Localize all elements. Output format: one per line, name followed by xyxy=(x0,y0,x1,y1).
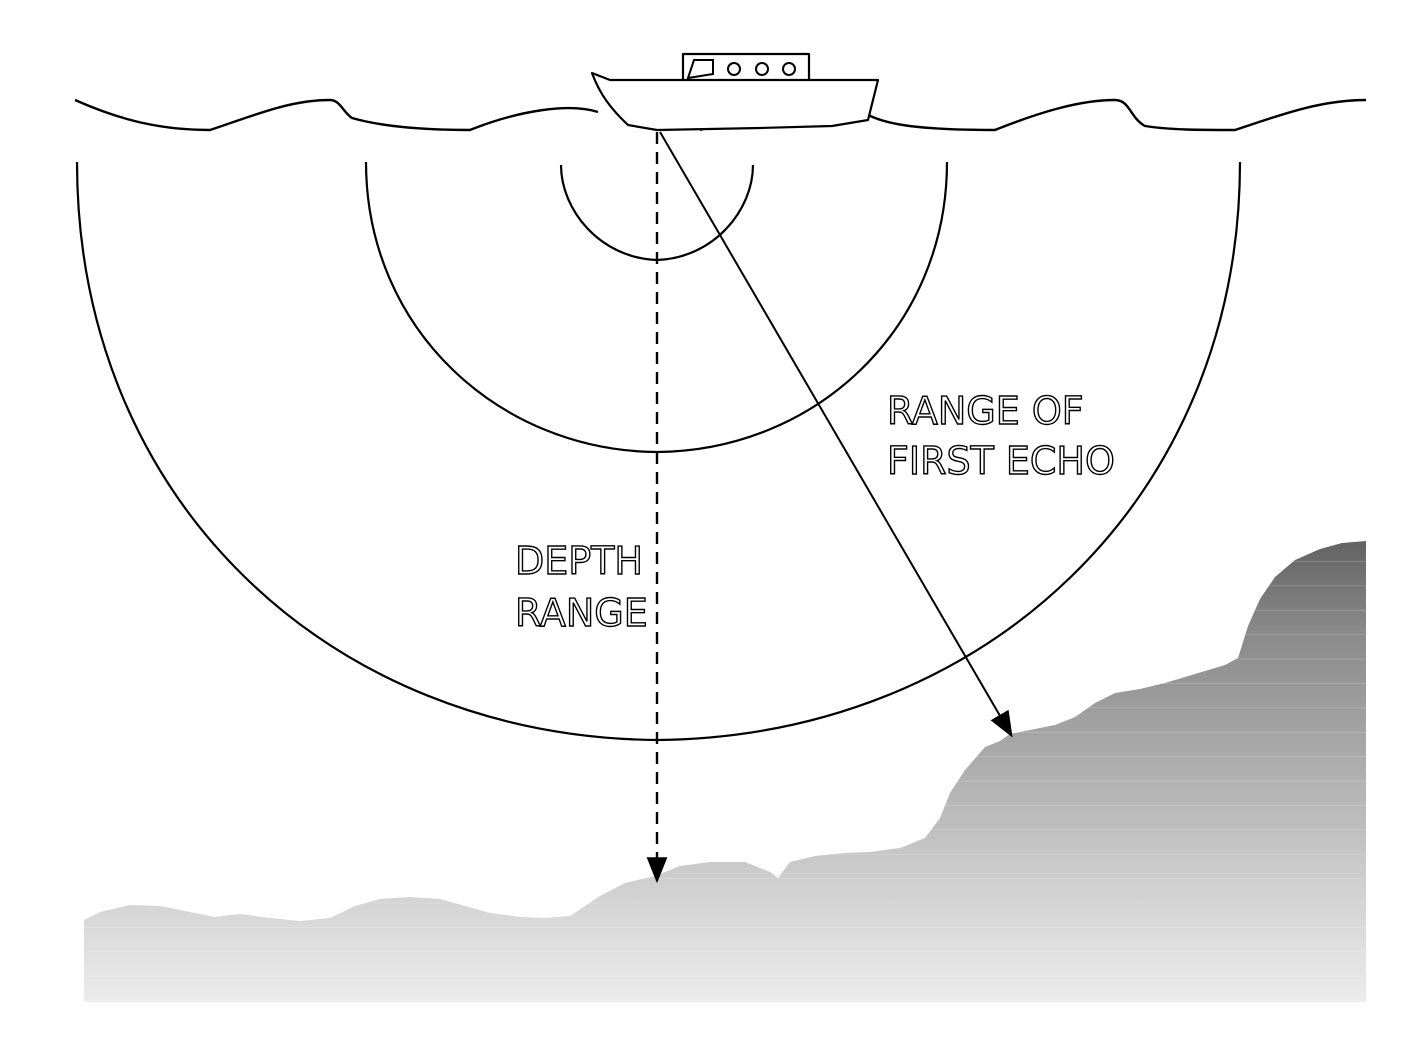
depth-range-label-line2: RANGE xyxy=(515,591,648,635)
seabed xyxy=(84,541,1366,1002)
porthole-icon xyxy=(782,62,796,76)
porthole-icon xyxy=(727,62,741,76)
first-echo-label-line2: FIRST ECHO xyxy=(887,439,1115,483)
cabin-window-icon xyxy=(686,59,714,80)
ship-hull xyxy=(590,71,880,132)
porthole-icon xyxy=(755,62,769,76)
wavefront-medium xyxy=(364,161,949,454)
first-echo-label-line1: RANGE OF xyxy=(887,389,1084,433)
depth-range-label-line1: DEPTH xyxy=(515,539,643,583)
ship xyxy=(590,52,880,132)
first-echo-arrow xyxy=(659,131,1013,738)
